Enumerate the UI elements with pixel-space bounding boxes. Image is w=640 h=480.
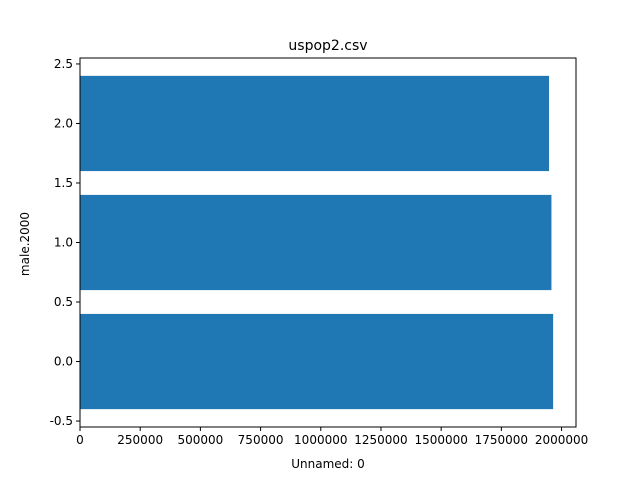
y-tick-label-2: 0.5 (54, 295, 73, 309)
x-axis-label: Unnamed: 0 (291, 457, 365, 471)
y-tick-label-4: 1.5 (54, 176, 73, 190)
y-tick-label-0: -0.5 (50, 414, 73, 428)
bar-1 (80, 194, 552, 291)
x-tick-label-6: 1500000 (414, 433, 467, 447)
y-tick-label-6: 2.5 (54, 57, 73, 71)
chart-title: uspop2.csv (288, 38, 367, 54)
x-tick-label-8: 2000000 (535, 433, 588, 447)
y-tick-label-1: 0.0 (54, 355, 73, 369)
y-axis-ticks: -0.5 0.0 0.5 1.0 1.5 2.0 2.5 (50, 57, 80, 428)
bar-0 (80, 313, 554, 410)
y-tick-label-5: 2.0 (54, 116, 73, 130)
plot-frame (79, 57, 577, 428)
x-tick-label-1: 250000 (117, 433, 163, 447)
y-tick-label-3: 1.0 (54, 236, 73, 250)
x-tick-label-5: 1250000 (354, 433, 407, 447)
bars-group (80, 75, 554, 410)
x-axis-ticks: 0 250000 500000 750000 1000000 1250000 1500000… (76, 427, 588, 447)
x-tick-label-3: 750000 (238, 433, 284, 447)
x-tick-label-4: 1000000 (294, 433, 347, 447)
x-tick-label-2: 500000 (177, 433, 223, 447)
x-tick-label-0: 0 (76, 433, 84, 447)
x-tick-label-7: 1750000 (475, 433, 528, 447)
y-axis-label: male.2000 (18, 212, 32, 276)
bar-2 (80, 75, 550, 172)
